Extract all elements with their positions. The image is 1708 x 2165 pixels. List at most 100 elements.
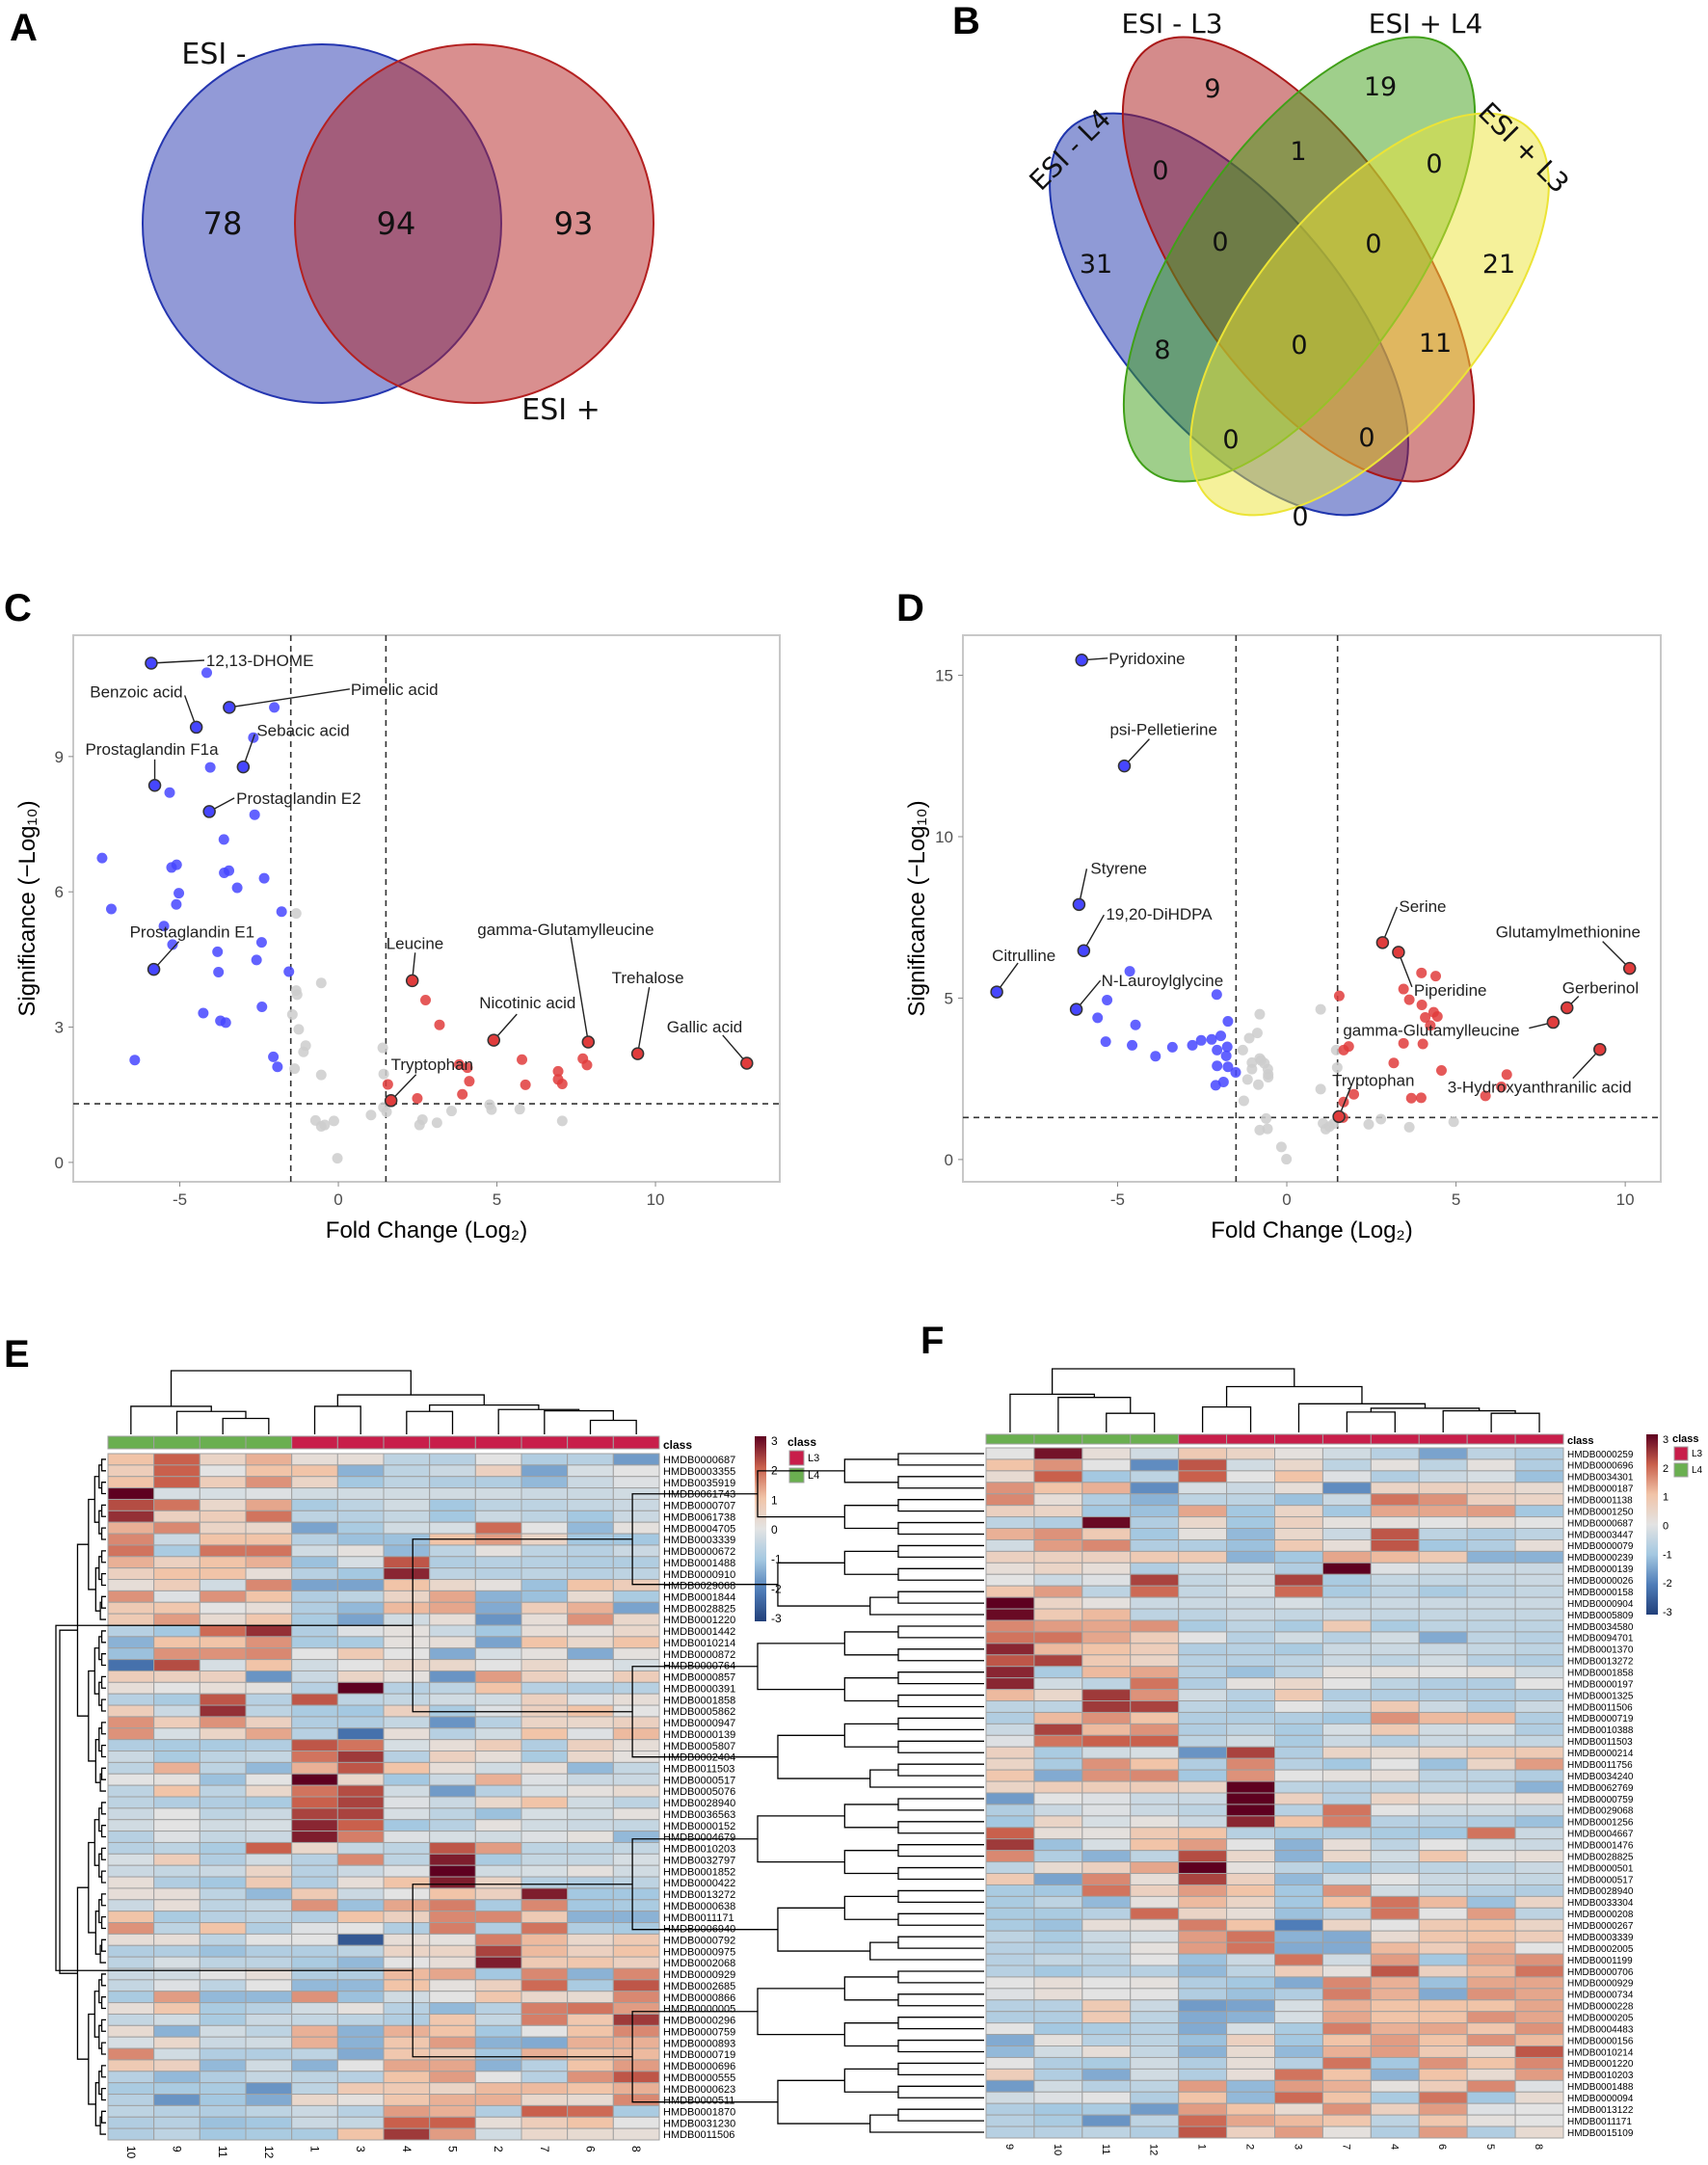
- point-down-regulated: [204, 762, 216, 773]
- heatmap-cell: [612, 1476, 660, 1489]
- heatmap-cell: [199, 1476, 247, 1489]
- heatmap-cell: [429, 1521, 476, 1535]
- row-label: HMDB0029068: [1567, 1806, 1634, 1817]
- heatmap-cell: [107, 1784, 155, 1798]
- heatmap-cell: [1514, 1999, 1564, 2013]
- heatmap-cell: [1466, 1573, 1516, 1587]
- heatmap-cell: [1514, 1516, 1564, 1530]
- color-scale-tick-label: -1: [1663, 1549, 1672, 1561]
- dendrogram-branch: [100, 1744, 106, 1758]
- point-down-regulated: [1195, 1034, 1207, 1046]
- heatmap-cell: [1274, 1827, 1323, 1840]
- column-label: 12: [262, 2146, 276, 2159]
- row-label: HMDB0003339: [1567, 1933, 1634, 1943]
- heatmap-cell: [199, 1807, 247, 1821]
- heatmap-cell: [245, 1601, 293, 1615]
- heatmap-cell: [612, 2024, 660, 2038]
- heatmap-cell: [567, 1601, 614, 1615]
- heatmap-cell: [1081, 2068, 1132, 2081]
- heatmap-cell: [1418, 2114, 1468, 2127]
- heatmap-cell: [429, 1922, 476, 1935]
- heatmap-cell: [1370, 1850, 1420, 1863]
- heatmap-cell: [429, 2047, 476, 2061]
- row-label: HMDB0000947: [663, 1718, 735, 1729]
- heatmap-cell: [153, 1991, 200, 2004]
- heatmap-cell: [520, 2024, 569, 2038]
- point-down-regulated: [158, 921, 170, 932]
- point-down-regulated: [1215, 1030, 1227, 1042]
- heatmap-cell: [612, 1933, 660, 1946]
- dendrogram-branch: [897, 1936, 984, 1949]
- point-labeled: [1075, 654, 1088, 667]
- heatmap-cell: [291, 1876, 338, 1889]
- heatmap-cell: [520, 1464, 569, 1478]
- heatmap-cell: [1274, 1550, 1323, 1564]
- heatmap-cell: [153, 1647, 200, 1661]
- x-tick-label: 0: [1282, 1190, 1291, 1209]
- heatmap-cell: [1370, 1643, 1420, 1656]
- heatmap-cell: [291, 1624, 338, 1638]
- row-label: HMDB0094701: [1567, 1634, 1634, 1644]
- panel-label-a: A: [10, 7, 38, 49]
- heatmap-cell: [474, 1487, 522, 1500]
- heatmap-cell: [1370, 1918, 1420, 1932]
- heatmap-cell: [199, 1567, 247, 1581]
- heatmap-cell: [1514, 1884, 1564, 1897]
- heatmap-cell: [1274, 1941, 1323, 1955]
- heatmap-cell: [1274, 1999, 1323, 2013]
- heatmap-cell: [429, 1864, 476, 1878]
- heatmap-cell: [474, 2013, 522, 2026]
- dendrogram-branch: [843, 1895, 898, 1920]
- heatmap-cell: [107, 1727, 155, 1741]
- heatmap-cell: [985, 1907, 1035, 1920]
- heatmap-cell: [429, 2036, 476, 2049]
- heatmap-cell: [474, 2104, 522, 2118]
- row-label: HMDB0002685: [663, 1981, 735, 1992]
- heatmap-cell: [1514, 1757, 1564, 1771]
- point-label: psi-Pelletierine: [1109, 721, 1217, 739]
- row-label: HMDB0000707: [663, 1501, 735, 1512]
- panel-label-b: B: [952, 0, 980, 42]
- heatmap-cell: [474, 1510, 522, 1523]
- heatmap-cell: [245, 1864, 293, 1878]
- color-scale-tick-label: 3: [771, 1434, 778, 1448]
- class-bar-cell: [567, 1435, 614, 1450]
- heatmap-cell: [1081, 1734, 1132, 1748]
- heatmap-cell: [291, 1716, 338, 1729]
- heatmap-cell: [985, 1573, 1035, 1587]
- heatmap-cell: [383, 1933, 431, 1946]
- heatmap-cell: [429, 2082, 476, 2096]
- dendrogram-branch: [100, 2065, 106, 2078]
- heatmap-cell: [567, 1899, 614, 1912]
- heatmap-cell: [336, 1567, 385, 1581]
- heatmap-cell: [336, 2127, 385, 2141]
- heatmap-cell: [1033, 2102, 1083, 2116]
- heatmap-cell: [1466, 1895, 1516, 1909]
- heatmap-cell: [107, 1751, 155, 1763]
- heatmap-cell: [383, 1944, 431, 1958]
- heatmap-cell: [1081, 2102, 1132, 2116]
- heatmap-cell: [107, 1556, 155, 1569]
- heatmap-cell: [567, 2127, 614, 2141]
- heatmap-cell: [1033, 1907, 1083, 1920]
- heatmap-cell: [474, 1681, 522, 1695]
- row-label: HMDB0034301: [1567, 1473, 1634, 1483]
- heatmap-cell: [1514, 1505, 1564, 1518]
- heatmap-cell: [199, 1831, 247, 1843]
- heatmap-cell: [520, 1704, 569, 1718]
- heatmap-cell: [1274, 2056, 1323, 2070]
- heatmap-cell: [383, 1601, 431, 1615]
- heatmap-cell: [245, 1487, 293, 1500]
- heatmap-cell: [153, 1704, 200, 1718]
- heatmap-cell: [985, 1643, 1035, 1656]
- heatmap-cell: [383, 2127, 431, 2141]
- heatmap-cell: [1370, 1861, 1420, 1875]
- heatmap-cell: [985, 1700, 1035, 1713]
- heatmap-cell: [567, 1636, 614, 1649]
- heatmap-cell: [107, 1933, 155, 1946]
- heatmap-cell: [567, 2094, 614, 2106]
- row-label: HMDB0031230: [663, 2118, 735, 2129]
- heatmap-cell: [107, 2059, 155, 2072]
- point-down-regulated: [231, 882, 243, 894]
- heatmap-cell: [474, 2059, 522, 2072]
